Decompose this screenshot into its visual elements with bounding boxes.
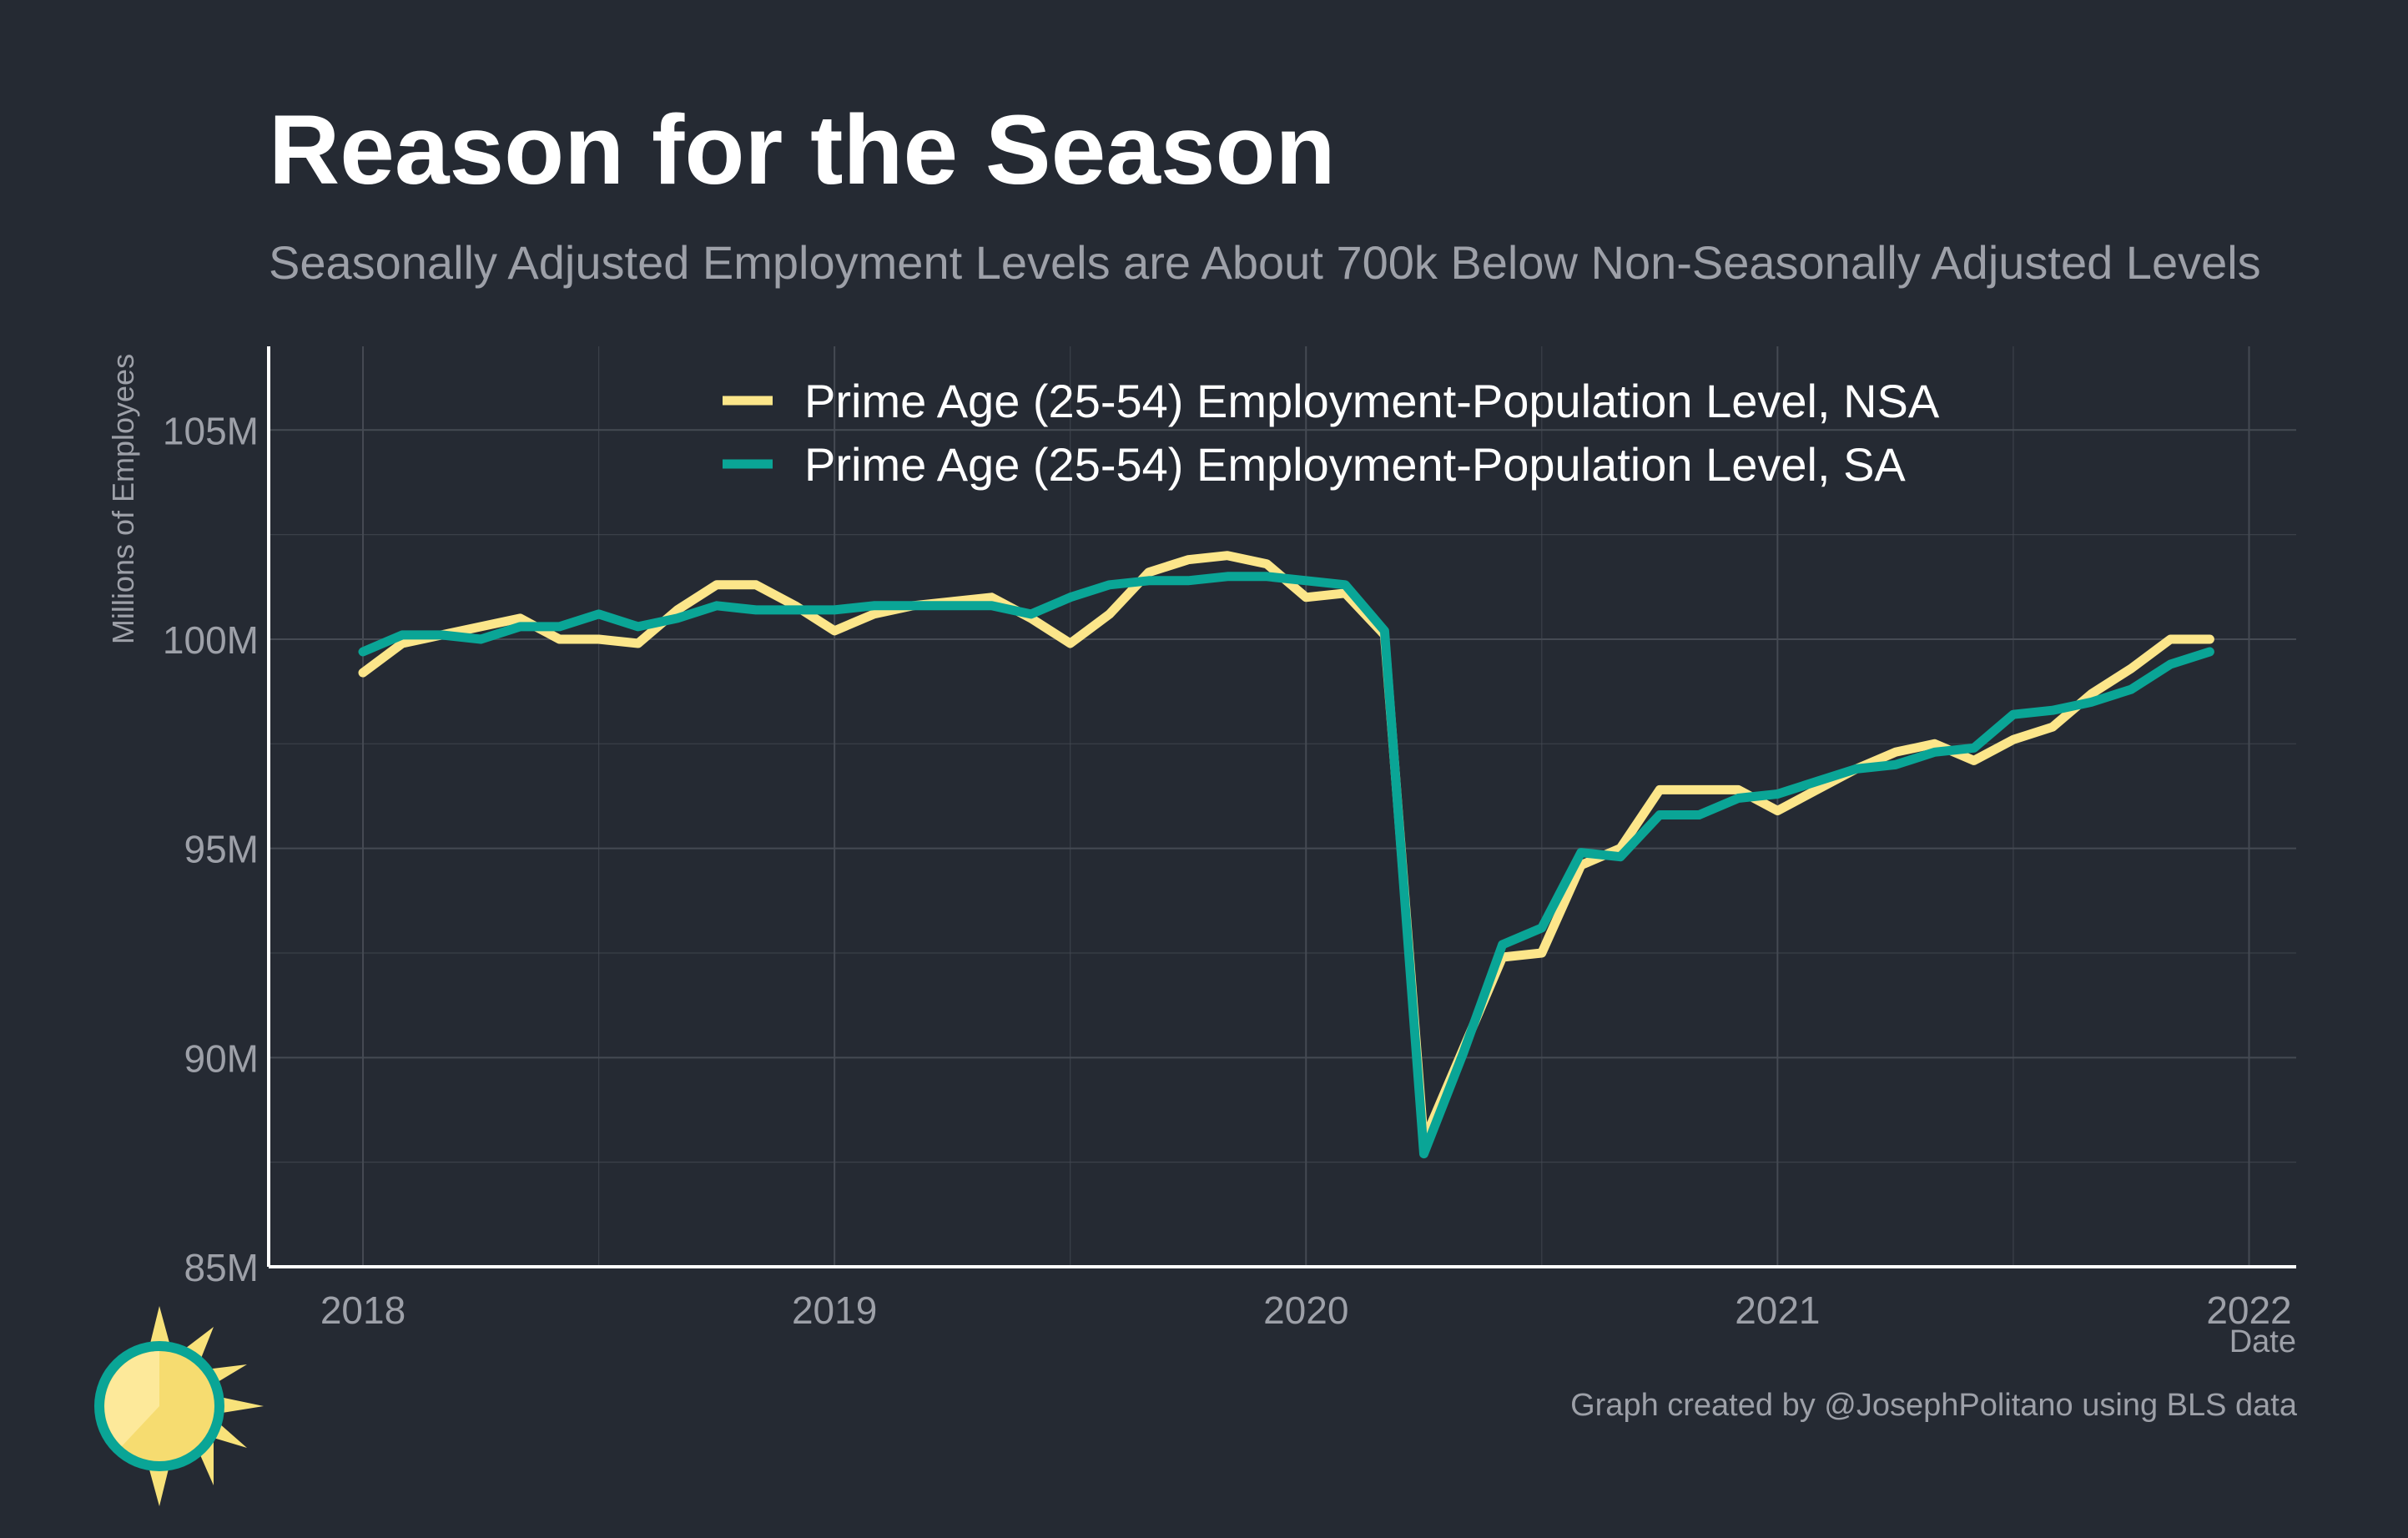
series-line-sa bbox=[358, 572, 2214, 1159]
chart-subtitle: Seasonally Adjusted Employment Levels ar… bbox=[269, 236, 2261, 289]
legend: Prime Age (25-54) Employment-Population … bbox=[723, 375, 1940, 491]
x-tick-label: 2021 bbox=[1735, 1288, 1820, 1332]
x-tick-label: 2020 bbox=[1263, 1288, 1348, 1332]
y-tick-label: 85M bbox=[184, 1246, 259, 1289]
series-lines bbox=[358, 551, 2214, 1159]
legend-label: Prime Age (25-54) Employment-Population … bbox=[804, 438, 1906, 491]
chart-title: Reason for the Season bbox=[269, 95, 1336, 205]
y-tick-label: 90M bbox=[184, 1036, 259, 1080]
tick-labels: 85M 90M 95M 100M 105M 2018 2019 2020 2021 2022 bbox=[163, 409, 2292, 1332]
x-tick-label: 2022 bbox=[2206, 1288, 2291, 1332]
y-tick-label: 105M bbox=[163, 409, 259, 452]
y-axis-label: Millions of Employees bbox=[106, 354, 140, 644]
sun-logo-icon bbox=[94, 1306, 264, 1506]
x-tick-label: 2019 bbox=[792, 1288, 877, 1332]
y-tick-label: 100M bbox=[163, 618, 259, 662]
x-axis-label: Date bbox=[2229, 1324, 2296, 1359]
x-tick-label: 2018 bbox=[320, 1288, 406, 1332]
y-tick-label: 95M bbox=[184, 828, 259, 871]
legend-label: Prime Age (25-54) Employment-Population … bbox=[804, 375, 1940, 427]
axes bbox=[267, 346, 2296, 1268]
credit-text: Graph created by @JosephPolitano using B… bbox=[1570, 1388, 2297, 1423]
